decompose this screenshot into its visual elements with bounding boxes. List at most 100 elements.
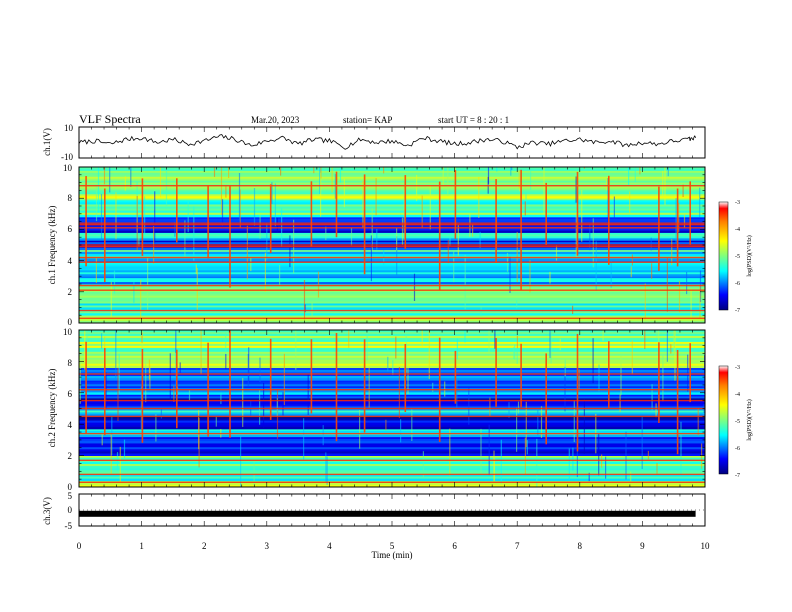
ch1-ytick-6: 6 (68, 224, 73, 234)
spectrogram-column (447, 167, 449, 196)
spectrogram-burst (176, 178, 178, 243)
spectrogram-band (79, 333, 705, 337)
spectrogram-burst (454, 170, 457, 239)
spectrogram-line (79, 459, 705, 461)
ch2-spectrogram-panel: 0 2 4 6 8 10 ch.2 Frequency (kHz) -3 -4 … (47, 327, 753, 492)
spectrogram-burst (363, 174, 366, 275)
spectrogram-column (639, 167, 641, 175)
spectrogram-band (79, 274, 705, 277)
spectrogram-burst (545, 182, 547, 245)
spectrogram-band (79, 172, 705, 176)
spectrogram-column (464, 330, 466, 343)
spectrogram-band (79, 434, 705, 438)
spectrogram-line (79, 244, 705, 246)
spectrogram-column (198, 418, 200, 468)
spectrogram-column (239, 189, 241, 228)
spectrogram-band (79, 188, 705, 191)
spectrogram-column (115, 330, 117, 378)
spectrogram-column (298, 167, 300, 170)
spectrogram-band (79, 349, 705, 353)
spectrogram-column (651, 384, 653, 411)
spectrogram-band (79, 174, 705, 178)
spectrogram-band (79, 170, 705, 174)
spectrogram-column (516, 351, 518, 364)
spectrogram-column (250, 257, 252, 272)
spectrogram-column (246, 225, 248, 280)
spectrogram-burst (335, 333, 338, 442)
spectrogram-line (79, 256, 705, 259)
spectrogram-column (322, 425, 324, 446)
spectrogram-line (79, 284, 705, 287)
spectrogram-burst (454, 350, 457, 404)
spectrogram-column (154, 191, 156, 244)
spectrogram-column (508, 402, 510, 418)
spectrogram-column (396, 228, 398, 251)
spectrogram-column (117, 367, 119, 421)
spectrogram-column (144, 196, 146, 235)
spectrogram-band (79, 178, 705, 182)
spectrogram-column (413, 273, 416, 301)
ch1-waveform-trace (78, 134, 696, 150)
xtick-4: 4 (327, 541, 332, 551)
spectrogram-column (592, 338, 594, 384)
spectrogram-column (628, 167, 630, 186)
spectrogram-column (253, 188, 256, 226)
spectrogram-band (79, 428, 705, 432)
spectrogram-band (79, 214, 705, 218)
spectrogram-column (625, 431, 627, 480)
spectrogram-band (79, 353, 705, 357)
spectrogram-band (79, 299, 705, 302)
spectrogram-column (228, 167, 230, 178)
spectrogram-column (289, 235, 291, 268)
spectrogram-band (79, 396, 705, 399)
spectrogram-band (79, 474, 705, 477)
spectrogram-column (682, 184, 684, 197)
spectrogram-burst (363, 339, 366, 433)
spectrogram-column (583, 167, 585, 169)
ch1-ytick-8: 8 (68, 193, 73, 203)
spectrogram-column (320, 172, 322, 217)
spectrogram-band (79, 414, 705, 417)
ch1-x-ticks (78, 127, 706, 158)
ch3-waveform-panel: 5 0 -5 ch.3(V) 0 1 2 3 4 5 6 7 8 9 10 Ti… (42, 491, 710, 560)
spectrogram-column (516, 407, 518, 452)
ch1-colorbar: -3 -4 -5 -6 -7 log(PSD)(V²/Hz) (718, 200, 753, 314)
ch3-ylabel: ch.3(V) (42, 497, 52, 525)
spectrogram-band (79, 445, 705, 448)
spectrogram-burst (520, 343, 522, 408)
spectrogram-column (279, 265, 281, 289)
spectrogram-column (326, 456, 328, 485)
xtick-8: 8 (578, 541, 583, 551)
spectrogram-line (79, 261, 705, 263)
spectrogram-column (644, 330, 646, 349)
spectrogram-column (371, 208, 373, 252)
spectrogram-band (79, 371, 705, 375)
spectrogram-band (79, 408, 705, 411)
ch1-cb-tick-7: -7 (735, 308, 740, 314)
spectrogram-band (79, 222, 705, 226)
spectrogram-band (79, 293, 705, 297)
ch1-ytick-2: 2 (68, 287, 73, 297)
spectrogram-band (79, 262, 705, 265)
spectrogram-column (220, 167, 223, 215)
spectrogram-column (671, 239, 673, 266)
spectrogram-burst (335, 171, 338, 238)
ch2-ytick-10: 10 (63, 327, 73, 337)
station-label: station= KAP (343, 115, 392, 125)
spectrogram-column (387, 356, 389, 372)
spectrogram-column (651, 263, 653, 279)
xtick-6: 6 (452, 541, 457, 551)
spectrogram-column (655, 403, 657, 418)
spectrogram-burst (229, 186, 231, 288)
spectrogram-column (469, 214, 471, 237)
spectrogram-band (79, 339, 705, 343)
spectrogram-column (516, 335, 518, 349)
spectrogram-column (401, 217, 404, 245)
spectrogram-column (350, 227, 353, 246)
spectrogram-column (568, 448, 570, 481)
spectrogram-burst (404, 175, 407, 249)
spectrogram-band (79, 220, 705, 224)
ch2-ytick-4: 4 (68, 420, 73, 430)
spectrogram-burst (576, 171, 579, 256)
spectrogram-line (79, 399, 705, 402)
